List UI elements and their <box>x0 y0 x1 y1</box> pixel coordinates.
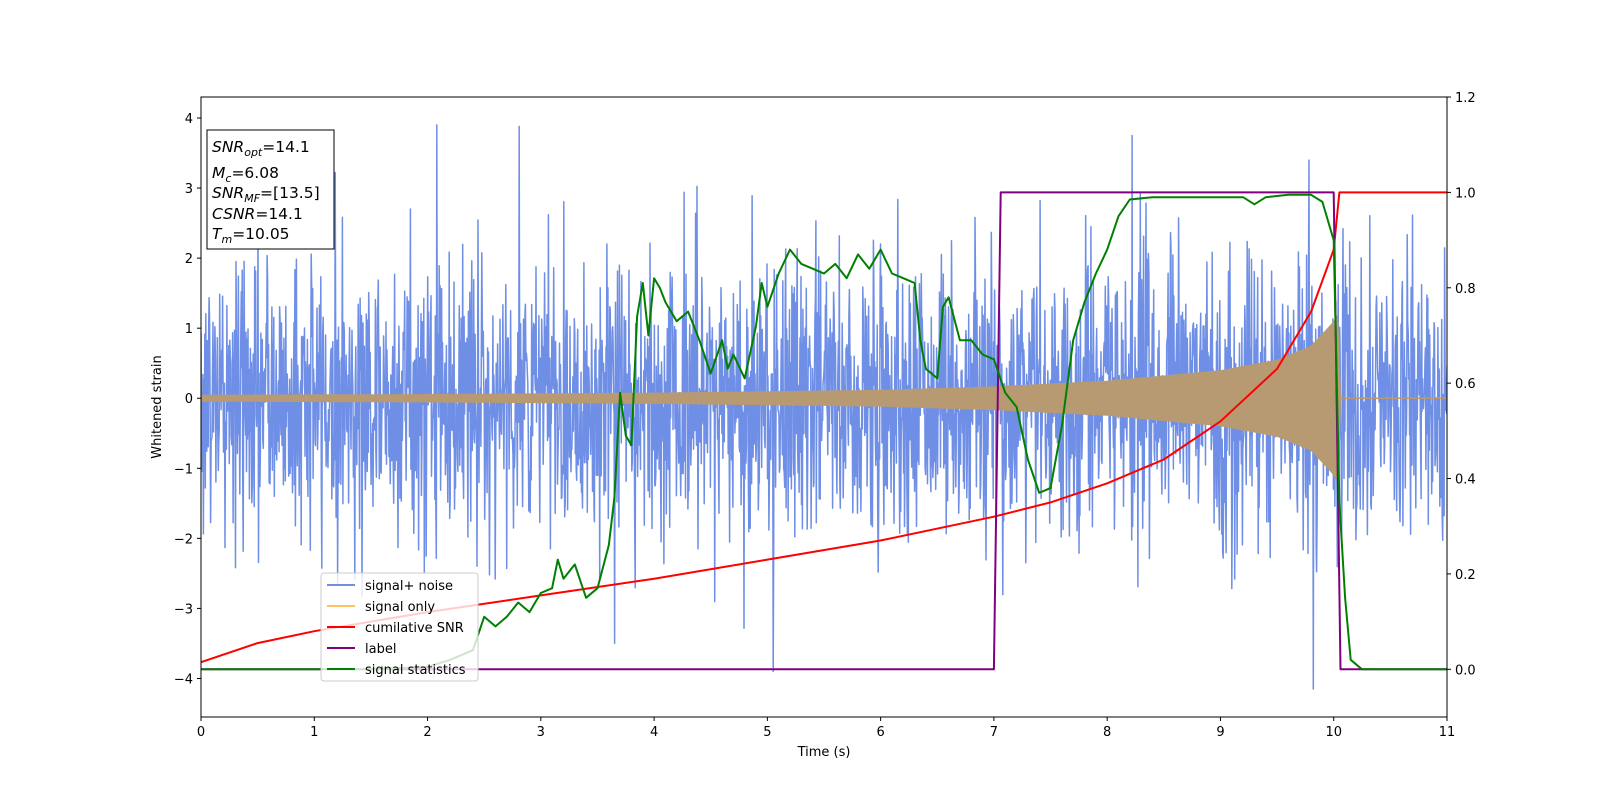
x-tick-label: 0 <box>197 725 205 740</box>
y-right-tick-label: 0.8 <box>1455 282 1476 297</box>
y-left-tick-label: −2 <box>174 532 193 547</box>
y-left-tick-label: 3 <box>185 182 193 197</box>
x-tick-label: 10 <box>1325 725 1342 740</box>
x-tick-label: 8 <box>1103 725 1111 740</box>
y-right-tick-label: 1.2 <box>1455 91 1476 106</box>
x-tick-label: 5 <box>763 725 771 740</box>
series-signal-only-band <box>201 313 1447 484</box>
x-tick-label: 4 <box>650 725 658 740</box>
y-right-tick-label: 0.4 <box>1455 473 1476 488</box>
info-snr-mf: SNRMF=[13.5] <box>212 184 320 205</box>
x-tick-label: 9 <box>1216 725 1224 740</box>
x-tick-label: 3 <box>537 725 545 740</box>
info-box-frame <box>206 129 335 250</box>
series-signal-noise <box>201 124 1447 690</box>
legend-label-signal-statistics: signal statistics <box>365 663 466 678</box>
info-mc: Mc=6.08 <box>212 164 279 185</box>
legend-label-label: label <box>365 642 396 657</box>
x-axis-label: Time (s) <box>797 745 851 760</box>
info-tm: Tm=10.05 <box>212 225 290 246</box>
info-snr-opt: SNRopt=14.1 <box>212 138 310 159</box>
legend-label-signal-only: signal only <box>365 600 435 615</box>
y-right-tick-label: 0.2 <box>1455 568 1476 583</box>
y-axis-right: 1.2 1.0 0.8 0.6 0.4 0.2 0.0 <box>1447 91 1476 678</box>
legend: signal+ noise signal only cumilative SNR… <box>320 572 479 682</box>
y-left-tick-label: −1 <box>174 462 193 477</box>
y-left-tick-label: 4 <box>185 112 193 127</box>
legend-label-signal-noise: signal+ noise <box>365 579 453 594</box>
axes-frame <box>200 96 1448 718</box>
x-tick-label: 11 <box>1439 725 1456 740</box>
x-axis: 0 1 2 3 4 5 6 7 8 9 10 11 <box>197 717 1455 740</box>
x-tick-label: 1 <box>310 725 318 740</box>
y-left-tick-label: 0 <box>185 392 193 407</box>
y-left-tick-label: −4 <box>174 672 193 687</box>
info-csnr: CSNR=14.1 <box>212 205 303 223</box>
y-right-tick-label: 0.6 <box>1455 377 1476 392</box>
x-tick-label: 7 <box>990 725 998 740</box>
series-label <box>201 191 1447 671</box>
y-right-tick-label: 1.0 <box>1455 186 1476 201</box>
x-tick-label: 6 <box>876 725 884 740</box>
series-signal-statistics <box>201 193 1447 671</box>
info-box: SNRopt=14.1 Mc=6.08 SNRMF=[13.5] CSNR=14… <box>206 129 335 250</box>
legend-frame <box>320 572 479 682</box>
y-axis-left: 4 3 2 1 0 −1 −2 −3 −4 <box>174 112 201 687</box>
y-left-tick-label: 2 <box>185 252 193 267</box>
y-left-tick-label: 1 <box>185 322 193 337</box>
x-tick-label: 2 <box>423 725 431 740</box>
y-right-tick-label: 0.0 <box>1455 663 1476 678</box>
y-axis-label: Whitened strain <box>150 355 165 458</box>
legend-label-cumulative-snr: cumilative SNR <box>365 621 464 636</box>
y-left-tick-label: −3 <box>174 602 193 617</box>
